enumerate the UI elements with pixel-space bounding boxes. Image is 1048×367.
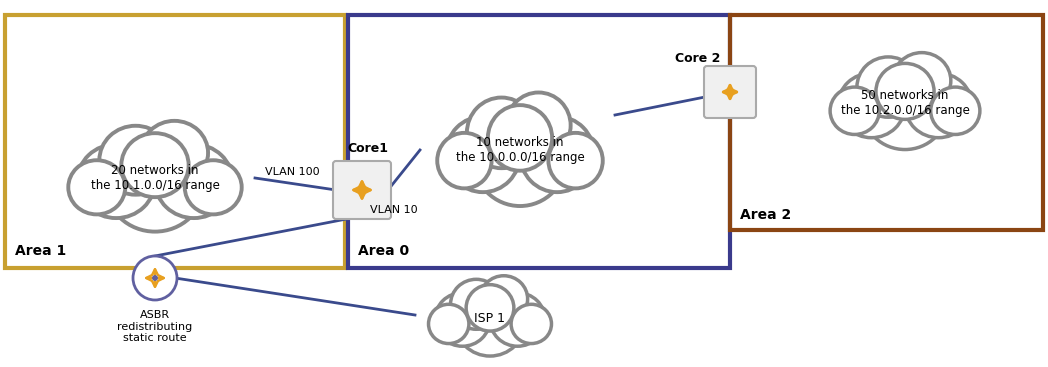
- Ellipse shape: [122, 133, 189, 197]
- Ellipse shape: [466, 98, 537, 168]
- Circle shape: [359, 188, 364, 192]
- Ellipse shape: [876, 63, 934, 119]
- Ellipse shape: [445, 116, 520, 192]
- Text: Area 1: Area 1: [15, 244, 66, 258]
- Ellipse shape: [429, 304, 468, 344]
- Ellipse shape: [184, 160, 242, 214]
- Text: Area 2: Area 2: [740, 208, 791, 222]
- Ellipse shape: [78, 144, 155, 218]
- Ellipse shape: [863, 68, 947, 149]
- Ellipse shape: [466, 285, 514, 331]
- Ellipse shape: [106, 138, 204, 232]
- Ellipse shape: [506, 92, 571, 158]
- Ellipse shape: [155, 144, 233, 218]
- Ellipse shape: [830, 87, 879, 134]
- Circle shape: [728, 90, 732, 94]
- Ellipse shape: [548, 133, 603, 188]
- Bar: [5, 15, 345, 268]
- Ellipse shape: [488, 105, 552, 171]
- Text: Core1: Core1: [347, 142, 388, 155]
- Ellipse shape: [490, 293, 545, 346]
- Ellipse shape: [905, 73, 973, 138]
- Text: 10 networks in
the 10.0.0.0/16 range: 10 networks in the 10.0.0.0/16 range: [456, 136, 585, 164]
- Ellipse shape: [100, 126, 172, 195]
- Circle shape: [153, 276, 157, 280]
- Ellipse shape: [893, 52, 951, 109]
- Ellipse shape: [455, 288, 525, 356]
- Text: ASBR
redistributing
static route: ASBR redistributing static route: [117, 310, 193, 343]
- Ellipse shape: [451, 279, 502, 329]
- Text: Area 0: Area 0: [358, 244, 409, 258]
- Ellipse shape: [480, 276, 527, 322]
- Ellipse shape: [435, 293, 490, 346]
- Text: Core 2: Core 2: [675, 52, 720, 65]
- FancyBboxPatch shape: [704, 66, 756, 118]
- Ellipse shape: [140, 121, 209, 185]
- Ellipse shape: [838, 73, 905, 138]
- Ellipse shape: [473, 110, 567, 206]
- Ellipse shape: [931, 87, 980, 134]
- Ellipse shape: [437, 133, 492, 188]
- Text: VLAN 10: VLAN 10: [370, 205, 417, 215]
- Text: 50 networks in
the 10.2.0.0/16 range: 50 networks in the 10.2.0.0/16 range: [840, 89, 969, 117]
- Ellipse shape: [857, 57, 919, 117]
- FancyBboxPatch shape: [333, 161, 391, 219]
- Circle shape: [133, 256, 177, 300]
- Ellipse shape: [511, 304, 551, 344]
- Ellipse shape: [520, 116, 594, 192]
- Text: VLAN 100: VLAN 100: [265, 167, 320, 177]
- Ellipse shape: [68, 160, 125, 214]
- Text: 20 networks in
the 10.1.0.0/16 range: 20 networks in the 10.1.0.0/16 range: [90, 164, 219, 192]
- Bar: [730, 15, 1043, 230]
- Text: ISP 1: ISP 1: [475, 312, 505, 324]
- Bar: [348, 15, 730, 268]
